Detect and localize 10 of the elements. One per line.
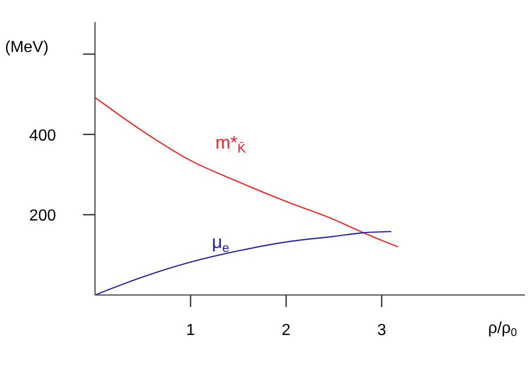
series-label: μ$_{e}$ [212,232,230,255]
x-axis-title: ρ/ρ$_{0}$ [488,320,517,340]
y-tick-label: 200 [29,208,56,225]
line-series [95,230,392,295]
x-tick-label: 3 [377,322,386,339]
series-label: m*$_{K̄}$ [215,132,246,156]
x-tick-label: 2 [282,322,291,339]
y-tick-label: 400 [29,127,56,144]
x-tick-label: 1 [186,322,196,339]
y-axis-title: (MeV) [5,39,49,56]
